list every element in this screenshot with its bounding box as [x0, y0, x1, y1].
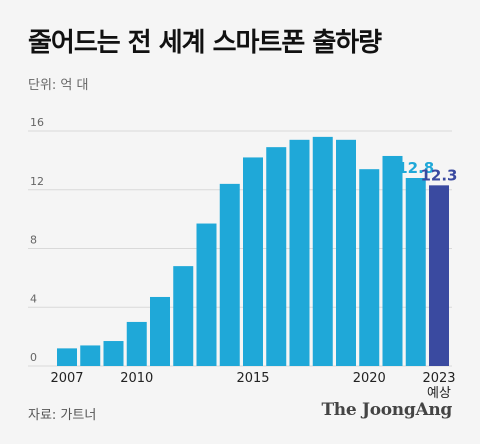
bar: [173, 266, 194, 366]
y-tick-label: 0: [30, 351, 37, 364]
y-tick-label: 12: [30, 175, 44, 188]
data-label: 12.8: [397, 159, 434, 177]
x-tick-label: 2015: [236, 371, 269, 386]
bar: [103, 341, 124, 366]
x-tick-sublabel: 예상: [427, 386, 451, 400]
bar: [289, 139, 310, 366]
bar: [243, 157, 263, 366]
unit-label: 단위: 억 대: [28, 78, 89, 93]
y-tick-label: 16: [30, 116, 44, 129]
bar: [196, 223, 217, 366]
y-tick-label: 8: [30, 234, 37, 247]
chart-title: 줄어드는 전 세계 스마트폰 출하량: [28, 28, 382, 58]
bars: [57, 136, 449, 366]
x-tick-label: 2023: [422, 371, 455, 386]
publisher-logo: The JoongAng: [321, 400, 452, 420]
bar: [150, 296, 170, 366]
bar: [382, 155, 403, 366]
data-labels: 12.812.3: [397, 159, 457, 184]
bar: [359, 169, 380, 366]
y-tick-label: 4: [30, 292, 37, 305]
bar: [219, 183, 240, 366]
grid-lines: [28, 130, 452, 367]
bar: [80, 345, 101, 366]
bar: [126, 321, 147, 366]
data-label: 12.3: [420, 166, 457, 184]
y-axis-ticks: 0 4 8 12 16: [30, 116, 44, 364]
x-tick-label: 2010: [120, 371, 153, 386]
bar: [336, 139, 356, 366]
x-tick-label: 2007: [50, 371, 83, 386]
bar: [57, 348, 77, 366]
source-note: 자료: 가트너: [28, 408, 97, 423]
bar: [312, 136, 333, 366]
bar: [266, 147, 287, 366]
bar-forecast: [429, 185, 449, 366]
x-tick-label: 2020: [353, 371, 386, 386]
bar: [405, 178, 426, 366]
